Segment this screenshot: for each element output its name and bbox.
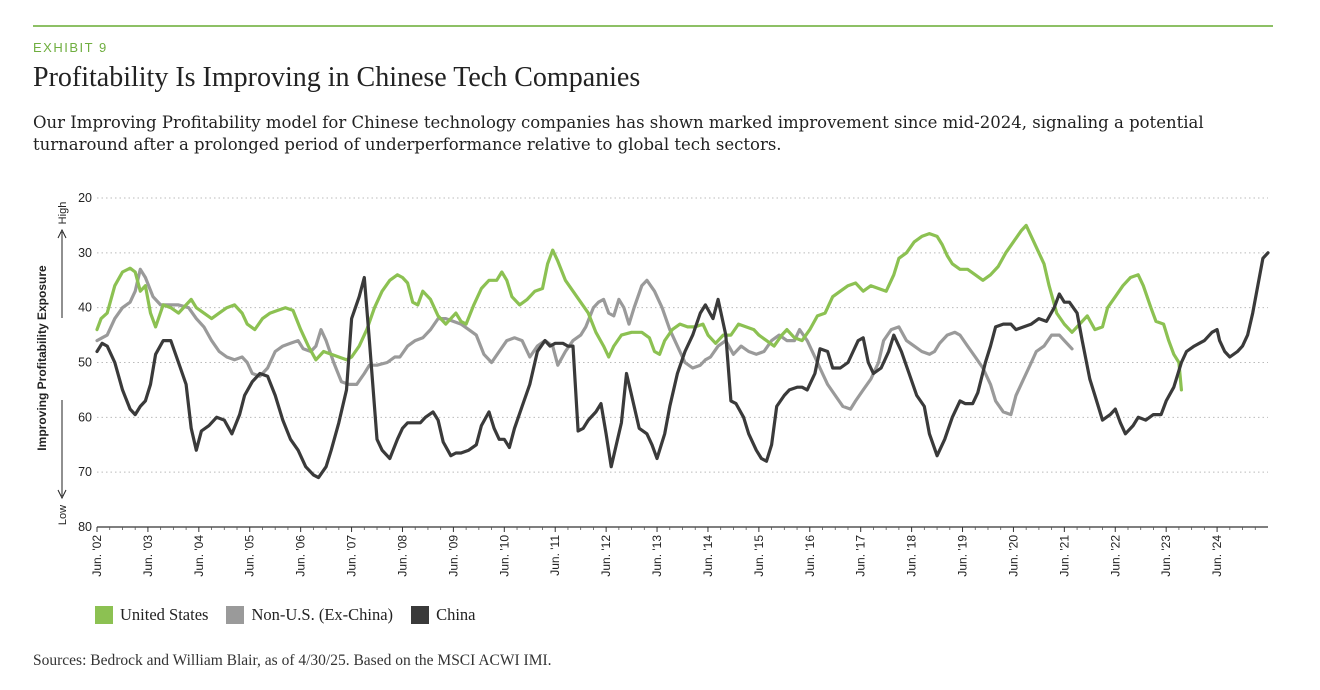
x-tick-label: Jun. '16 <box>803 535 817 577</box>
x-tick-label: Jun. '06 <box>294 535 308 577</box>
y-tick-label: 80 <box>78 520 92 534</box>
y-axis-high-label: High <box>57 202 69 225</box>
legend-item-nonus: Non-U.S. (Ex-China) <box>226 605 393 625</box>
x-tick-label: Jun. '04 <box>192 535 206 577</box>
x-tick-label: Jun. '05 <box>243 535 257 577</box>
legend-label-nonus: Non-U.S. (Ex-China) <box>251 605 394 624</box>
gridlines <box>97 197 1268 473</box>
source-note: Sources: Bedrock and William Blair, as o… <box>33 652 552 669</box>
x-tick-label: Jun. '23 <box>1159 535 1173 577</box>
chart-title: Profitability Is Improving in Chinese Te… <box>33 62 641 93</box>
chart-subtitle: Our Improving Profitability model for Ch… <box>33 113 1204 154</box>
series-line-china <box>95 251 1270 480</box>
y-tick-label: 50 <box>78 356 92 370</box>
x-tick-label: Jun. '15 <box>752 535 766 577</box>
x-tick-label: Jun. '11 <box>548 535 562 576</box>
y-axis-title-group: Improving Profitability Exposure High Lo… <box>35 202 69 525</box>
y-axis-low-label: Low <box>57 505 69 525</box>
x-tick-label: Jun. '13 <box>650 535 664 577</box>
series-line-us <box>95 223 1183 392</box>
x-tick-label: Jun. '12 <box>599 535 613 577</box>
legend-label-us: United States <box>120 605 209 624</box>
legend-swatch-nonus <box>226 606 245 624</box>
series-line-nonus <box>95 267 1074 417</box>
legend: United States Non-U.S. (Ex-China) China <box>95 605 493 625</box>
top-accent-line <box>33 25 1273 27</box>
legend-item-us: United States <box>95 605 208 625</box>
x-axis: Jun. '02 Jun. '03 Jun. '04 Jun. '05 Jun. '06… <box>90 526 1268 577</box>
x-tick-label: Jun. '21 <box>1057 535 1071 577</box>
y-tick-label: 60 <box>78 410 92 424</box>
y-tick-label: 20 <box>78 191 92 205</box>
x-tick-label: Jun. '03 <box>141 535 155 577</box>
y-axis-title: Improving Profitability Exposure <box>35 265 49 451</box>
exhibit-label: EXHIBIT 9 <box>33 40 108 55</box>
y-axis: 20 30 40 50 60 70 80 <box>78 191 92 534</box>
y-tick-label: 30 <box>78 246 92 260</box>
x-tick-label: Jun. '18 <box>905 535 919 577</box>
x-tick-label: Jun. '17 <box>854 535 868 577</box>
x-tick-label: Jun. '08 <box>395 535 409 577</box>
y-tick-label: 40 <box>78 301 92 315</box>
x-tick-label: Jun. '07 <box>345 535 359 577</box>
y-tick-label: 70 <box>78 465 92 479</box>
x-tick-label: Jun. '20 <box>1006 535 1020 577</box>
series-lines <box>95 223 1270 480</box>
x-tick-label: Jun. '24 <box>1210 535 1224 577</box>
legend-label-china: China <box>436 605 476 624</box>
y-axis-high-arrowhead <box>57 228 67 239</box>
legend-swatch-us <box>95 606 113 624</box>
x-tick-label: Jun. '10 <box>497 535 511 577</box>
y-axis-low-arrowhead <box>57 489 67 500</box>
x-tick-label: Jun. '02 <box>90 535 104 577</box>
x-tick-label: Jun. '22 <box>1108 535 1122 577</box>
x-tick-label: Jun. '09 <box>446 535 460 577</box>
legend-item-china: China <box>411 605 475 625</box>
x-tick-label: Jun. '19 <box>956 535 970 577</box>
x-tick-label: Jun. '14 <box>701 535 715 577</box>
legend-swatch-china <box>411 606 430 624</box>
